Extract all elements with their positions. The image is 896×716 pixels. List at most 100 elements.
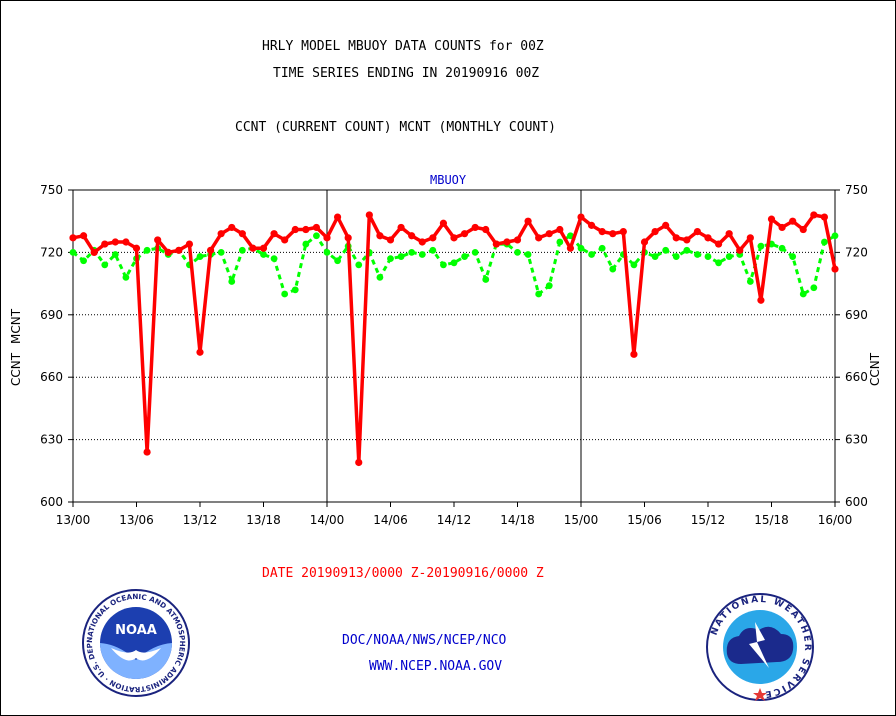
xtick-label: 15/18 [754,513,789,527]
data-point-mcnt [704,253,712,260]
xtick-label: 13/06 [119,513,154,527]
chart-title-line1: HRLY MODEL MBUOY DATA COUNTS for 00Z [262,39,544,54]
ytick-label-right: 720 [845,245,868,259]
data-point-mcnt [440,261,447,269]
data-point-ccnt [482,225,490,234]
data-point-ccnt [154,236,162,244]
data-point-ccnt [344,234,352,242]
data-point-mcnt [238,246,246,254]
xtick-label: 15/06 [627,513,662,527]
data-point-ccnt [397,223,405,232]
data-point-mcnt [831,232,839,240]
data-point-mcnt [545,282,553,290]
data-point-ccnt [704,234,712,242]
data-point-mcnt [821,238,828,246]
data-point-ccnt [778,223,786,232]
data-point-ccnt [143,448,151,456]
data-point-ccnt [101,240,109,248]
data-point-mcnt [69,249,77,256]
data-point-ccnt [492,240,500,248]
data-point-ccnt [132,244,141,252]
data-point-mcnt [281,290,289,298]
data-point-ccnt [270,230,278,238]
data-point-mcnt [524,251,532,258]
data-point-ccnt [820,213,829,221]
data-point-ccnt [281,236,289,244]
xtick-label: 16/00 [818,513,853,527]
data-point-mcnt [122,273,130,281]
data-point-mcnt [672,253,680,260]
data-point-ccnt [185,240,194,248]
data-point-mcnt [725,253,733,260]
data-point-mcnt [757,242,765,250]
data-point-mcnt [535,290,543,298]
data-point-ccnt [736,246,744,254]
data-point-mcnt [651,253,659,260]
data-point-ccnt [365,211,373,219]
data-point-ccnt [259,244,268,252]
data-point-ccnt [757,296,765,304]
data-point-ccnt [513,236,522,244]
data-point-ccnt [408,232,416,240]
ytick-label-left: 690 [40,308,63,322]
data-point-ccnt [228,223,236,232]
data-point-ccnt [175,246,183,254]
data-point-mcnt [630,261,638,269]
data-point-ccnt [693,228,702,236]
data-point-ccnt [746,234,754,242]
data-point-ccnt [609,230,617,238]
data-point-mcnt [588,251,595,258]
nws-logo: NATIONAL WEATHER SERVICE [706,593,814,701]
data-point-ccnt [556,225,564,234]
xtick-label: 15/12 [691,513,726,527]
noaa-logo: NATIONAL OCEANIC AND ATMOSPHERIC ADMINIS… [81,588,190,697]
data-point-ccnt [206,246,215,254]
data-point-ccnt [672,234,680,242]
xtick-label: 13/00 [56,513,91,527]
data-point-mcnt [80,257,87,265]
data-point-mcnt [228,278,236,285]
data-point-ccnt [312,223,321,232]
data-point-ccnt [111,238,119,246]
data-point-mcnt [111,251,119,258]
data-point-ccnt [217,230,225,238]
data-point-ccnt [714,240,723,248]
data-point-mcnt [323,249,331,256]
data-point-ccnt [810,211,818,219]
ytick-label-right: 600 [845,495,868,509]
xtick-label: 14/06 [373,513,408,527]
data-point-mcnt [683,246,691,254]
data-point-ccnt [122,238,130,246]
data-point-ccnt [662,221,670,229]
xtick-label: 15/00 [564,513,599,527]
ylabel-ccnt: CCNT [9,352,23,386]
data-point-mcnt [101,261,109,269]
data-point-mcnt [461,253,468,260]
data-point-ccnt [376,232,384,240]
url-link[interactable]: WWW.NCEP.NOAA.GOV [369,659,503,674]
ytick-label-right: 690 [845,308,868,322]
data-point-mcnt [408,249,416,256]
data-point-mcnt [598,244,606,252]
noaa-logo-text: NOAA [115,623,157,638]
ytick-label-left: 720 [40,245,63,259]
data-point-mcnt [746,278,754,285]
data-point-ccnt [450,234,458,242]
data-point-ccnt [598,228,606,236]
date-range-label: DATE 20190913/0000 Z-20190916/0000 Z [262,566,544,581]
data-point-mcnt [313,232,320,240]
data-point-mcnt [577,244,585,252]
data-point-ccnt [683,236,691,244]
data-point-ccnt [90,248,98,256]
data-point-ccnt [640,238,649,246]
ytick-label-right: 750 [845,183,868,197]
data-point-mcnt [429,246,437,254]
data-point-ccnt [323,234,331,242]
data-point-mcnt [609,265,617,273]
data-point-mcnt [789,253,797,260]
data-point-mcnt [196,253,204,260]
org-label: DOC/NOAA/NWS/NCEP/NCO [342,633,507,648]
data-point-mcnt [260,251,267,258]
ytick-label-right: 660 [845,370,868,384]
